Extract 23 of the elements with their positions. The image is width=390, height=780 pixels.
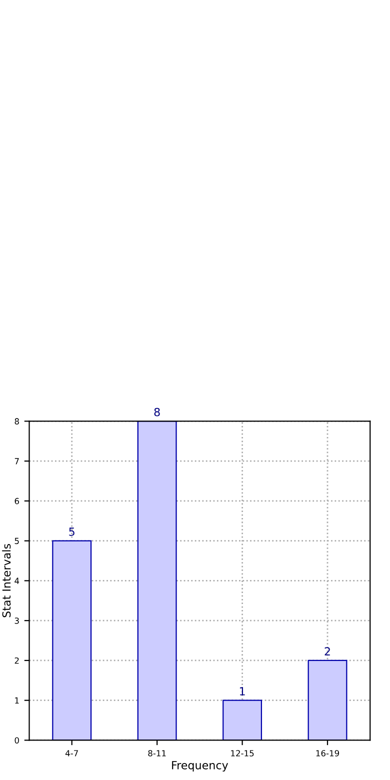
y-tick-label: 7 <box>14 458 19 464</box>
x-axis-title: Frequency <box>172 761 228 772</box>
data-label: 1 <box>240 687 245 696</box>
y-tick-label: 1 <box>15 697 19 704</box>
y-tick-label: 8 <box>14 418 19 424</box>
y-tick-label: 0 <box>14 737 19 744</box>
bar <box>222 700 262 740</box>
y-axis-title: Stat Intervals <box>2 544 11 618</box>
y-tick-label: 6 <box>14 498 20 504</box>
data-label: 8 <box>154 408 160 416</box>
y-tick-label: 5 <box>14 538 19 544</box>
bar <box>137 421 177 740</box>
y-tick-label: 4 <box>14 578 20 584</box>
y-tick-label: 3 <box>14 618 19 624</box>
x-tick-label: 12-15 <box>231 750 254 756</box>
bar <box>308 660 348 740</box>
y-tick-label: 2 <box>14 657 19 664</box>
data-label: 5 <box>69 528 74 536</box>
x-tick-label: 4-7 <box>65 750 78 756</box>
x-tick-label: 8-11 <box>148 750 166 756</box>
data-label: 2 <box>324 647 330 656</box>
x-tick-label: 16-19 <box>316 750 340 756</box>
bar <box>52 540 92 740</box>
